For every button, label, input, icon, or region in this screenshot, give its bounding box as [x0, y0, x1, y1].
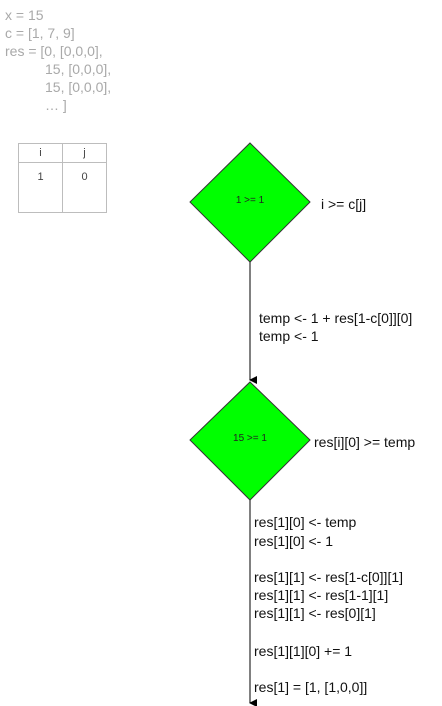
edge-2-line-1: res[1][0] <- temp [254, 514, 357, 530]
index-table-value-j: 0 [62, 162, 107, 213]
edge-2-line-5: res[1][1] <- res[0][1] [254, 605, 376, 621]
decision-2-condition: res[i][0] >= temp [314, 434, 416, 450]
var-res-line-3: 15, [0,0,0], [45, 79, 112, 95]
variables-panel: x = 15 c = [1, 7, 9] res = [0, [0,0,0], … [5, 6, 111, 114]
edge-2-line-2: res[1][0] <- 1 [254, 533, 333, 549]
decision-1-label: 1 >= 1 [235, 195, 265, 206]
edge-1-line-2: temp <- 1 [259, 328, 319, 344]
index-table: i j 1 0 [18, 143, 107, 213]
decision-1-condition: i >= c[j] [321, 196, 367, 212]
edge-2-line-6: res[1][1][0] += 1 [254, 643, 353, 659]
var-res-line-4: … ] [45, 97, 67, 113]
decision-2-label: 15 >= 1 [233, 433, 267, 444]
var-c: c = [1, 7, 9] [5, 25, 75, 41]
var-res-line-1: res = [0, [0,0,0], [5, 43, 103, 59]
var-x: x = 15 [5, 7, 44, 23]
index-table-value-i: 1 [18, 162, 63, 213]
var-res-line-2: 15, [0,0,0], [45, 61, 112, 77]
edge-1-line-1: temp <- 1 + res[1-c[0]][0] [259, 310, 413, 326]
edge-2-line-4: res[1][1] <- res[1-1][1] [254, 587, 389, 603]
edge-2-line-3: res[1][1] <- res[1-c[0]][1] [254, 569, 404, 585]
edge-2-line-7: res[1] = [1, [1,0,0]] [254, 679, 368, 695]
